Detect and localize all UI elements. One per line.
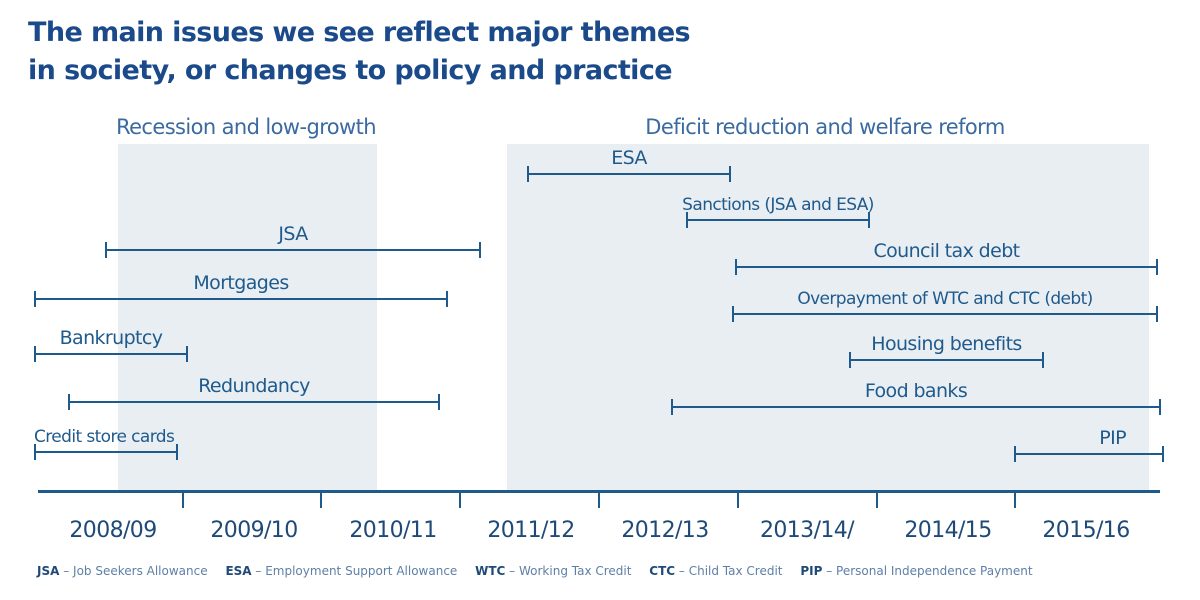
timeline-bar-redundancy: Redundancy — [68, 375, 440, 410]
axis-tick — [182, 492, 184, 508]
axis-tick — [737, 492, 739, 508]
timeline-label-mortgages: Mortgages — [193, 272, 289, 294]
footnote-ctc: CTC – Child Tax Credit — [649, 564, 783, 578]
timeline-label-sanctions: Sanctions (JSA and ESA) — [682, 195, 874, 215]
timeline-bar-food-banks: Food banks — [671, 380, 1161, 415]
timeline-label-bankruptcy: Bankruptcy — [59, 327, 163, 349]
title-line-2: in society, or changes to policy and pra… — [28, 55, 673, 86]
axis-tick — [1014, 492, 1016, 508]
timeline-label-pip: PIP — [1099, 427, 1126, 449]
axis-tick — [876, 492, 878, 508]
timeline-label-food-banks: Food banks — [864, 380, 968, 402]
axis-tick — [598, 492, 600, 508]
timeline-bar-overpayment: Overpayment of WTC and CTC (debt) — [732, 289, 1158, 322]
footnote-esa: ESA – Employment Support Allowance — [225, 564, 458, 578]
timeline-label-housing-benefits: Housing benefits — [871, 333, 1022, 355]
timeline-bar-credit-store-cards: Credit store cards — [34, 427, 178, 460]
title-line-1: The main issues we see reflect major the… — [28, 17, 691, 48]
timeline-label-jsa: JSA — [278, 223, 308, 245]
year-label-2011-12: 2011/12 — [487, 518, 575, 543]
timeline-label-council-tax-debt: Council tax debt — [873, 240, 1020, 262]
timeline-bar-esa: ESA — [527, 147, 731, 182]
axis-tick — [459, 492, 461, 508]
era-label-recession: Recession and low-growth — [116, 115, 376, 139]
timeline-bar-sanctions: Sanctions (JSA and ESA) — [682, 195, 874, 228]
page-title: The main issues we see reflect major the… — [28, 14, 828, 90]
timeline-label-redundancy: Redundancy — [198, 375, 310, 397]
timeline-bar-pip: PIP — [1014, 427, 1164, 462]
timeline-bar-housing-benefits: Housing benefits — [849, 333, 1044, 368]
footnote-jsa: JSA – Job Seekers Allowance — [37, 564, 208, 578]
timeline-axis — [38, 490, 1160, 493]
year-label-2008-09: 2008/09 — [69, 518, 157, 543]
year-label-2013-14: 2013/14/ — [759, 518, 855, 543]
era-label-deficit: Deficit reduction and welfare reform — [645, 115, 1005, 139]
timeline-label-esa: ESA — [611, 147, 647, 169]
era-band-recession — [118, 144, 377, 493]
timeline-label-credit-store-cards: Credit store cards — [34, 427, 175, 447]
timeline-bar-council-tax-debt: Council tax debt — [735, 240, 1158, 275]
timeline-bar-mortgages: Mortgages — [34, 272, 448, 307]
footnote-pip: PIP – Personal Independence Payment — [800, 564, 1033, 578]
timeline-bar-jsa: JSA — [105, 223, 481, 258]
year-label-2015-16: 2015/16 — [1042, 518, 1130, 543]
footnote-wtc: WTC – Working Tax Credit — [475, 564, 632, 578]
year-label-2009-10: 2009/10 — [210, 518, 298, 543]
timeline-label-overpayment: Overpayment of WTC and CTC (debt) — [797, 289, 1093, 309]
era-band-deficit — [507, 144, 1149, 493]
year-label-2012-13: 2012/13 — [621, 518, 709, 543]
year-label-2010-11: 2010/11 — [349, 518, 437, 543]
year-label-2014-15: 2014/15 — [904, 518, 992, 543]
axis-tick — [320, 492, 322, 508]
timeline-bar-bankruptcy: Bankruptcy — [34, 327, 188, 362]
abbreviation-legend: JSA – Job Seekers Allowance ESA – Employ… — [37, 564, 1047, 578]
